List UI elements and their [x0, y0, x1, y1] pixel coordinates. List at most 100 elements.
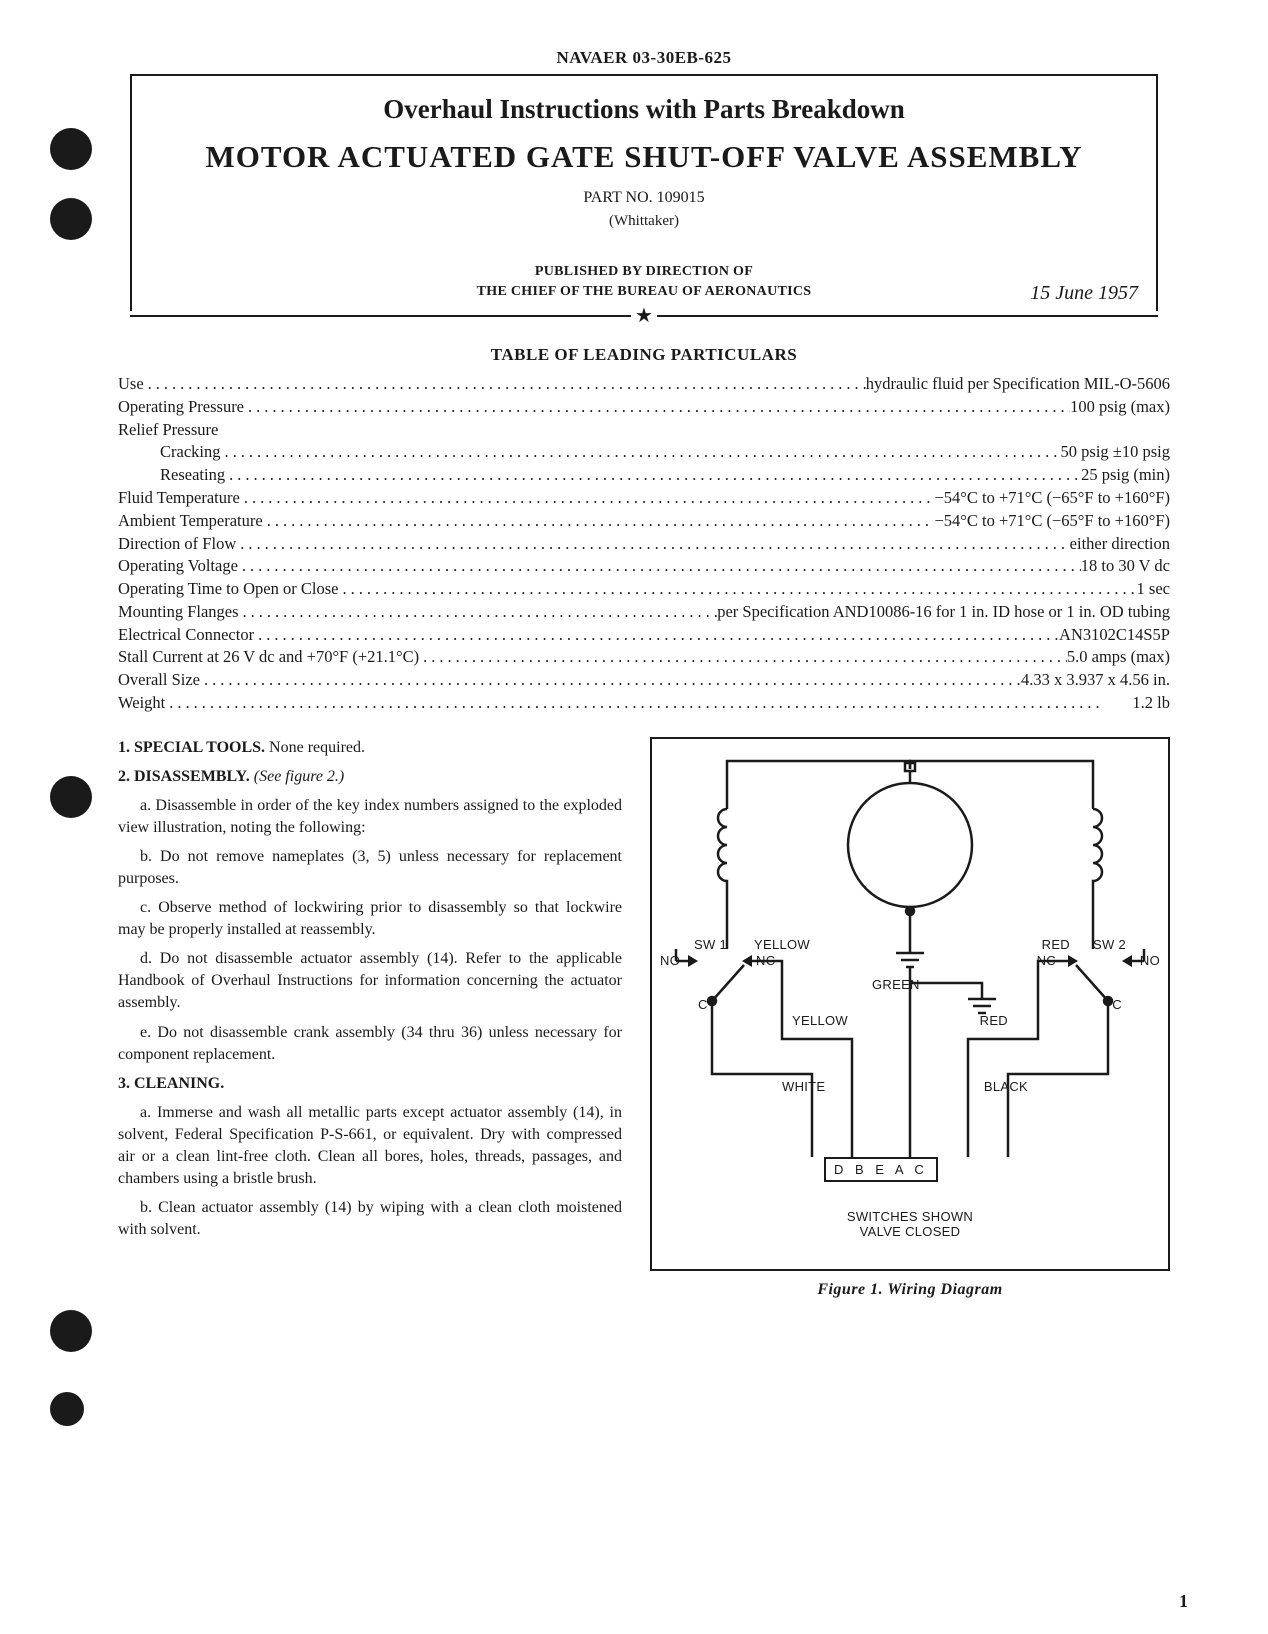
leader-dots — [239, 601, 718, 624]
leader-dots — [165, 692, 1132, 715]
page: NAVAER 03-30EB-625 Overhaul Instructions… — [0, 0, 1268, 1634]
label-c-left: C — [698, 997, 708, 1012]
label-yellow-1: YELLOW — [754, 937, 810, 952]
particulars-label: Relief Pressure — [118, 419, 218, 442]
section-1-head: 1.SPECIAL TOOLS. None required. — [118, 737, 622, 759]
figure-caption: Figure 1. Wiring Diagram — [650, 1281, 1170, 1299]
particulars-label: Weight — [118, 692, 165, 715]
particulars-value: −54°C to +71°C (−65°F to +160°F) — [934, 487, 1170, 510]
body-paragraph: b. Do not remove nameplates (3, 5) unles… — [118, 846, 622, 890]
label-no-left: NO — [660, 953, 680, 968]
label-sw2: SW 2 — [1093, 937, 1126, 952]
particulars-row: Operating Voltage 18 to 30 V dc — [118, 555, 1170, 578]
label-nc-left: NC — [756, 953, 775, 968]
leader-dots — [244, 396, 1070, 419]
title-box: Overhaul Instructions with Parts Breakdo… — [130, 74, 1158, 311]
leader-dots — [238, 555, 1081, 578]
wiring-diagram-svg — [652, 739, 1168, 1265]
label-white: WHITE — [782, 1079, 825, 1094]
page-number: 1 — [1179, 1591, 1188, 1612]
leader-dots — [263, 510, 935, 533]
manufacturer: (Whittaker) — [152, 213, 1136, 230]
particulars-value: 4.33 x 3.937 x 4.56 in. — [1021, 669, 1170, 692]
title-line-1: Overhaul Instructions with Parts Breakdo… — [152, 94, 1136, 125]
section-2-head: 2.DISASSEMBLY. (See figure 2.) — [118, 766, 622, 788]
particulars-row: Weight 1.2 lb — [118, 692, 1170, 715]
figure-column: SW 1 SW 2 NO YELLOW NC C NO RED NC C GRE… — [650, 737, 1170, 1299]
particulars-label: Overall Size — [118, 669, 200, 692]
particulars-value: −54°C to +71°C (−65°F to +160°F) — [934, 510, 1170, 533]
published-by: PUBLISHED BY DIRECTION OF THE CHIEF OF T… — [152, 262, 1136, 301]
particulars-value: hydraulic fluid per Specification MIL-O-… — [866, 373, 1170, 396]
particulars-row: Ambient Temperature −54°C to +71°C (−65°F… — [118, 510, 1170, 533]
particulars-value: 25 psig (min) — [1081, 464, 1170, 487]
label-no-right: NO — [1140, 953, 1160, 968]
particulars-label: Stall Current at 26 V dc and +70°F (+21.… — [118, 646, 419, 669]
title-line-2: MOTOR ACTUATED GATE SHUT-OFF VALVE ASSEM… — [152, 139, 1136, 175]
particulars-value: AN3102C14S5P — [1059, 624, 1170, 647]
leader-dots — [254, 624, 1059, 647]
particulars-row: Direction of Floweither direction — [118, 533, 1170, 556]
particulars-row: Overall Size 4.33 x 3.937 x 4.56 in. — [118, 669, 1170, 692]
punch-hole — [50, 198, 92, 240]
section-3-head: 3.CLEANING. — [118, 1073, 622, 1095]
particulars-row: Reseating 25 psig (min) — [118, 464, 1170, 487]
particulars-row: Operating Pressure 100 psig (max) — [118, 396, 1170, 419]
particulars-value: 18 to 30 V dc — [1081, 555, 1170, 578]
label-c-right: C — [1112, 997, 1122, 1012]
particulars-row: Relief Pressure — [118, 419, 1170, 442]
particulars-value: 100 psig (max) — [1070, 396, 1170, 419]
particulars-label: Reseating — [118, 464, 225, 487]
particulars-label: Ambient Temperature — [118, 510, 263, 533]
particulars-row: Cracking 50 psig ±10 psig — [118, 441, 1170, 464]
particulars-value: per Specification AND10086-16 for 1 in. … — [717, 601, 1170, 624]
switches-note: SWITCHES SHOWN VALVE CLOSED — [652, 1209, 1168, 1239]
body-paragraph: e. Do not disassemble crank assembly (34… — [118, 1022, 622, 1066]
particulars-row: Electrical Connector AN3102C14S5P — [118, 624, 1170, 647]
leader-dots — [225, 464, 1081, 487]
particulars-row: Mounting Flanges per Specification AND100… — [118, 601, 1170, 624]
label-yellow-2: YELLOW — [792, 1013, 848, 1028]
body-columns: 1.SPECIAL TOOLS. None required. 2.DISASS… — [118, 737, 1170, 1299]
particulars-value: 1 sec — [1137, 578, 1170, 601]
published-line-1: PUBLISHED BY DIRECTION OF — [152, 262, 1136, 282]
published-line-2: THE CHIEF OF THE BUREAU OF AERONAUTICS — [152, 282, 1136, 302]
particulars-value: 1.2 lb — [1132, 692, 1170, 715]
leader-dots — [144, 373, 866, 396]
particulars-label: Cracking — [118, 441, 220, 464]
label-red-1: RED — [1042, 937, 1070, 952]
connector-pins: D B E A C — [824, 1157, 938, 1182]
star-icon: ★ — [631, 311, 657, 321]
wiring-diagram: SW 1 SW 2 NO YELLOW NC C NO RED NC C GRE… — [650, 737, 1170, 1271]
particulars-label: Electrical Connector — [118, 624, 254, 647]
particulars-label: Operating Voltage — [118, 555, 238, 578]
label-nc-right: NC — [1037, 953, 1056, 968]
punch-hole — [50, 776, 92, 818]
leader-dots — [200, 669, 1021, 692]
punch-hole — [50, 128, 92, 170]
part-number: PART NO. 109015 — [152, 189, 1136, 207]
leader-dots — [220, 441, 1060, 464]
particulars-value: 50 psig ±10 psig — [1061, 441, 1170, 464]
leader-dots — [240, 487, 935, 510]
particulars-label: Operating Pressure — [118, 396, 244, 419]
leader-dots — [419, 646, 1067, 669]
label-sw1: SW 1 — [694, 937, 727, 952]
particulars-value: 5.0 amps (max) — [1067, 646, 1170, 669]
document-id: NAVAER 03-30EB-625 — [100, 48, 1188, 68]
body-paragraph: d. Do not disassemble actuator assembly … — [118, 948, 622, 1014]
body-paragraph: b. Clean actuator assembly (14) by wipin… — [118, 1197, 622, 1241]
label-green: GREEN — [872, 977, 920, 992]
body-paragraph: c. Observe method of lockwiring prior to… — [118, 897, 622, 941]
particulars-label: Mounting Flanges — [118, 601, 239, 624]
body-paragraph: a. Disassemble in order of the key index… — [118, 795, 622, 839]
body-paragraph: a. Immerse and wash all metallic parts e… — [118, 1102, 622, 1190]
particulars-title: TABLE OF LEADING PARTICULARS — [100, 345, 1188, 365]
particulars-row: Operating Time to Open or Close1 sec — [118, 578, 1170, 601]
particulars-label: Fluid Temperature — [118, 487, 240, 510]
leader-dots — [338, 578, 1136, 601]
label-red-2: RED — [980, 1013, 1008, 1028]
particulars-row: Usehydraulic fluid per Specification MIL… — [118, 373, 1170, 396]
particulars-label: Direction of Flow — [118, 533, 236, 556]
text-column: 1.SPECIAL TOOLS. None required. 2.DISASS… — [118, 737, 622, 1299]
